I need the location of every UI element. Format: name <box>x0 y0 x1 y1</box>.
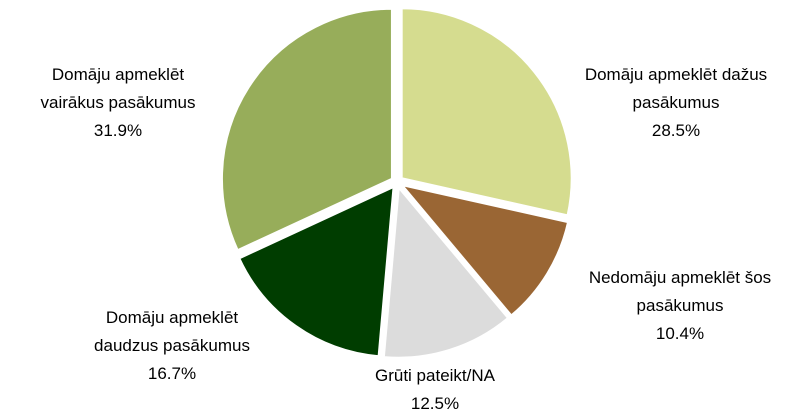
slice-label: Grūti pateikt/NA 12.5% <box>335 362 535 414</box>
value-label: 28.5% <box>651 121 701 140</box>
value-label: 16.7% <box>147 364 197 383</box>
pie-slice <box>382 185 510 359</box>
value-label: 31.9% <box>93 121 143 140</box>
category-label: Grūti pateikt/NA <box>375 366 495 385</box>
slice-label: Nedomāju apmeklēt šos pasākumus 10.4% <box>560 264 797 348</box>
slice-label: Domāju apmeklēt daudzus pasākumus 16.7% <box>72 304 272 388</box>
pie-slice <box>399 183 570 317</box>
category-label: Nedomāju apmeklēt šos pasākumus <box>588 268 772 315</box>
pie-slice <box>220 7 393 252</box>
pie-slice <box>400 7 573 217</box>
value-label: 12.5% <box>410 394 460 413</box>
category-label: Domāju apmeklēt daudzus pasākumus <box>94 308 250 355</box>
slice-label: Domāju apmeklēt dažus pasākumus 28.5% <box>561 61 791 145</box>
slice-label: Domāju apmeklēt vairākus pasākumus 31.9% <box>18 61 218 145</box>
category-label: Domāju apmeklēt vairākus pasākumus <box>40 65 196 112</box>
value-label: 10.4% <box>655 324 705 343</box>
category-label: Domāju apmeklēt dažus pasākumus <box>584 65 768 112</box>
pie-slice <box>237 185 395 358</box>
